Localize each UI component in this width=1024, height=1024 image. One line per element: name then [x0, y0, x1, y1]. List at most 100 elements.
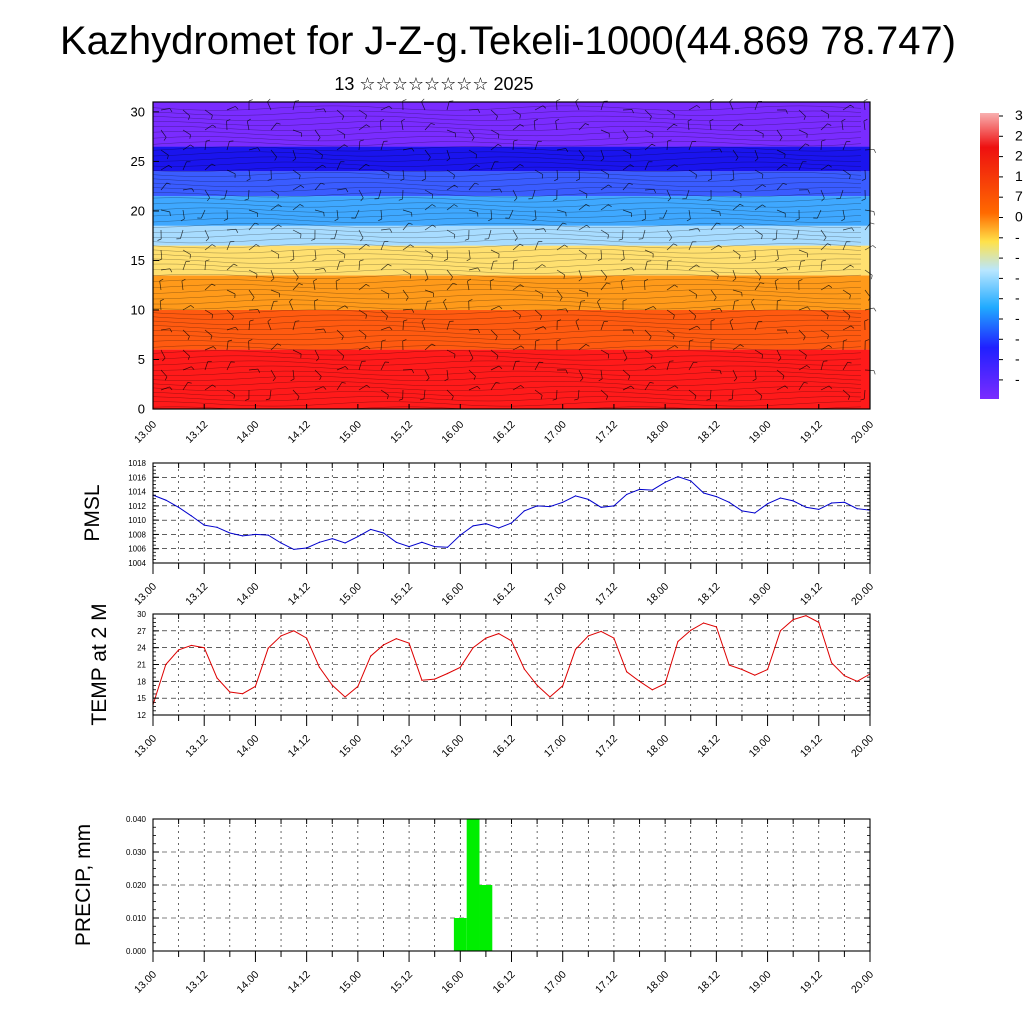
- x-tick-label: 16.00: [439, 581, 466, 608]
- heatmap-contour-line: [152, 355, 862, 361]
- heatmap-y-tick-label: 5: [138, 352, 145, 367]
- x-tick-label: 19.00: [747, 969, 774, 996]
- colorbar-label: -: [1015, 229, 1020, 245]
- pmsl-data-point: [690, 480, 692, 482]
- pmsl-data-point: [229, 532, 231, 534]
- temp-data-point: [818, 621, 820, 624]
- pmsl-data-point: [331, 538, 333, 540]
- heatmap-y-tick-label: 10: [131, 302, 145, 317]
- heatmap-x-tick-label: 18.00: [644, 419, 671, 446]
- y-tick-label: 1016: [128, 473, 146, 482]
- x-tick-label: 18.00: [644, 969, 671, 996]
- pmsl-data-point: [638, 488, 641, 491]
- pmsl-data-point: [318, 541, 321, 543]
- colorbar-label: 7: [1015, 188, 1023, 204]
- pmsl-data-point: [293, 548, 295, 551]
- heatmap-contour-line: [152, 350, 862, 356]
- x-tick-label: 19.00: [747, 581, 774, 608]
- colorbar: 3 2 2 1 7 0 - - - - - - - -: [980, 107, 1023, 399]
- heatmap-contour-line: [152, 126, 862, 131]
- temp-data-point: [306, 637, 308, 639]
- y-tick-label: 30: [137, 610, 146, 619]
- temp-axis-label: TEMP at 2 M: [88, 603, 111, 725]
- heatmap-contour-line: [153, 192, 861, 198]
- x-tick-label: 15.00: [337, 969, 364, 996]
- temp-data-point: [843, 675, 845, 677]
- pmsl-data-point: [728, 501, 730, 503]
- heatmap-contour-line: [152, 309, 862, 315]
- pmsl-data-point: [741, 510, 743, 512]
- temp-data-point: [165, 663, 167, 666]
- heatmap-y-tick-label: 30: [131, 104, 145, 119]
- pmsl-data-point: [779, 497, 781, 499]
- y-tick-label: 0.040: [126, 815, 147, 824]
- pmsl-data-point: [856, 508, 858, 510]
- temp-data-point: [280, 635, 282, 637]
- heatmap-contour-line: [152, 166, 862, 172]
- heatmap-y-tick-label: 25: [131, 154, 145, 169]
- heatmap-contour-line: [152, 370, 862, 376]
- x-tick-label: 19.12: [798, 733, 825, 760]
- pmsl-axis-label: PMSL: [81, 484, 104, 541]
- x-tick-label: 15.12: [388, 733, 415, 760]
- x-tick-label: 15.12: [388, 581, 415, 608]
- x-tick-label: 17.00: [542, 969, 569, 996]
- pmsl-data-point: [306, 547, 308, 549]
- heatmap-contour-line: [152, 187, 862, 193]
- heatmap-contour-line: [152, 248, 862, 254]
- precip-bar: [479, 885, 493, 951]
- pmsl-data-point: [395, 541, 397, 543]
- temp-data-point: [421, 679, 423, 681]
- heatmap-contour-line: [152, 391, 862, 397]
- pmsl-data-point: [626, 493, 628, 496]
- x-tick-label: 18.00: [644, 581, 671, 608]
- heatmap-x-tick-label: 20.00: [849, 419, 876, 446]
- pmsl-data-point: [651, 489, 653, 491]
- heatmap-contour-line: [152, 319, 862, 325]
- temp-data-point: [805, 615, 807, 617]
- x-tick-label: 14.00: [234, 733, 261, 760]
- grid-lines: [152, 613, 871, 716]
- heatmap-contour-line: [152, 294, 862, 300]
- x-tick-label: 15.00: [337, 581, 364, 608]
- heatmap-x-tick-label: 14.12: [286, 419, 313, 446]
- pmsl-data-point: [830, 502, 833, 504]
- pmsl-data-point: [510, 522, 513, 524]
- temp-data-point: [766, 668, 769, 671]
- heatmap-contour-line: [152, 105, 862, 111]
- heatmap-contour-line: [152, 279, 862, 284]
- y-ticks: 1004 1006 1008 1010 1012 1014 1016 1018: [128, 459, 870, 568]
- x-tick-label: 17.12: [593, 581, 620, 608]
- heatmap-contour-line: [152, 253, 862, 259]
- x-tick-label: 17.00: [542, 581, 569, 608]
- pmsl-data-point: [280, 542, 282, 544]
- heatmap-y-tick-label: 15: [131, 253, 145, 268]
- temp-data-point: [242, 693, 244, 695]
- temp-data-point: [382, 644, 385, 646]
- pmsl-data-point: [459, 534, 461, 536]
- temp-data-point: [677, 640, 679, 643]
- heatmap-contour-line: [152, 304, 862, 310]
- temp-data-point: [254, 685, 257, 687]
- x-tick-label: 14.12: [286, 733, 313, 760]
- temp-data-point: [318, 666, 321, 668]
- x-tick-label: 14.12: [286, 581, 313, 608]
- x-tick-label: 16.12: [491, 581, 518, 608]
- grid-lines: [152, 462, 871, 564]
- x-tick-label: 19.00: [747, 733, 774, 760]
- temp-data-point: [267, 647, 269, 649]
- heatmap-contour-line: [152, 340, 862, 346]
- temp-data-point: [600, 630, 602, 632]
- x-tick-label: 15.00: [337, 733, 364, 760]
- y-tick-label: 27: [137, 627, 146, 636]
- colorbar-label: 1: [1015, 168, 1023, 184]
- pmsl-data-point: [587, 498, 589, 501]
- colorbar-label: -: [1015, 330, 1020, 346]
- pmsl-data-point: [664, 481, 666, 483]
- y-tick-label: 0.010: [126, 914, 147, 923]
- y-tick-label: 1010: [128, 516, 146, 525]
- y-tick-label: 12: [137, 711, 146, 720]
- pmsl-data-point: [498, 527, 500, 529]
- pmsl-data-point: [190, 515, 193, 517]
